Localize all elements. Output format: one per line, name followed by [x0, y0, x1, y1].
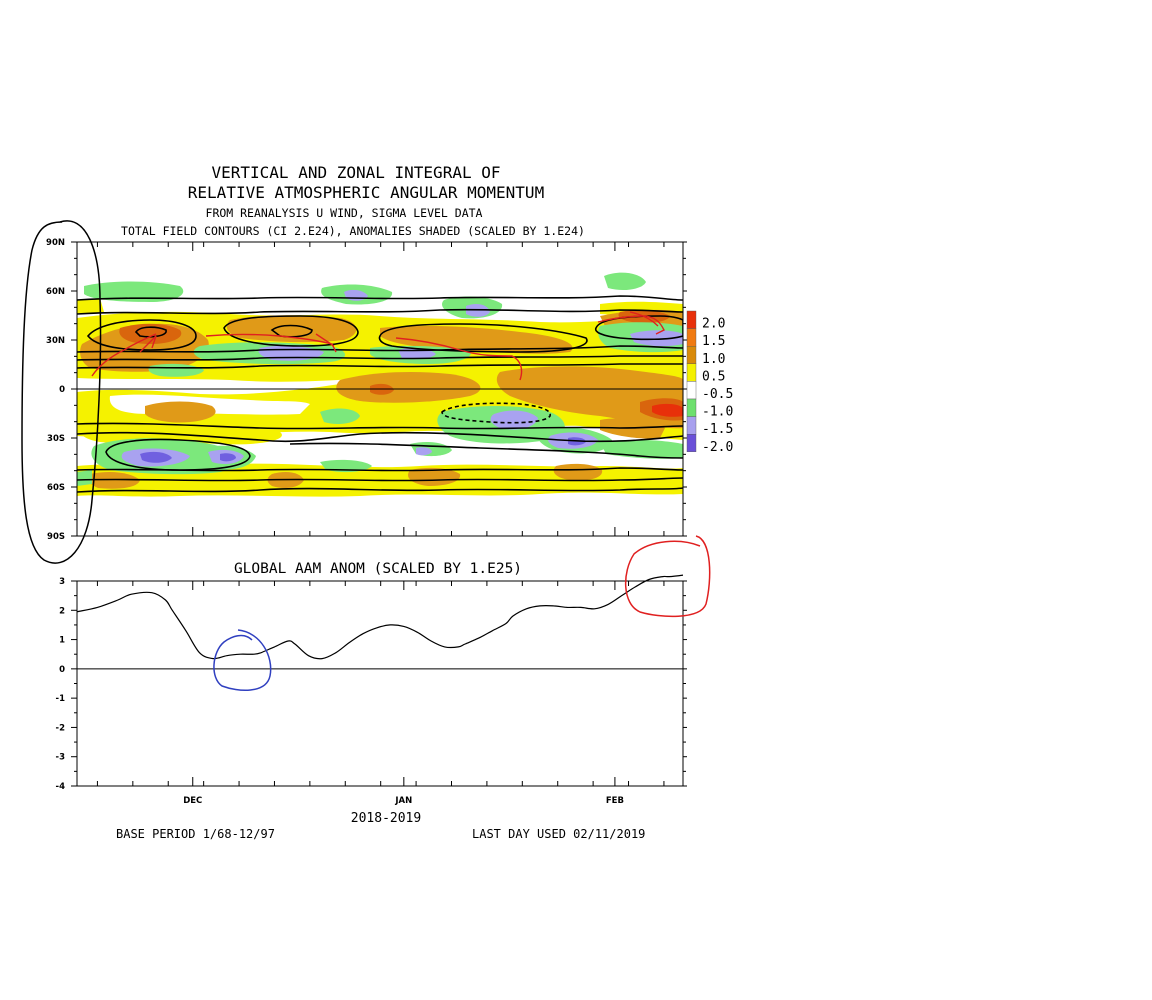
aam-anomaly-series-line: [76, 574, 684, 660]
x-axis-year-label: 2018-2019: [351, 811, 421, 826]
legend-label: -1.0: [702, 405, 733, 420]
hovmoller-panel: 90N 60N 30N 0 30S 60S 90S: [46, 238, 687, 542]
lc-y-tick-label: 2: [59, 606, 65, 616]
legend-label: 1.0: [702, 352, 725, 367]
contour-line: [378, 323, 588, 353]
legend-color-swatch: [686, 328, 697, 347]
last-day-used-label: LAST DAY USED 02/11/2019: [472, 827, 645, 841]
global-aam-line-chart: 3 2 1 0 -1 -2 -3 -4 DEC JAN FEB: [56, 574, 687, 806]
total-field-contours: [77, 295, 683, 493]
hov-y-tick-label: 60S: [47, 483, 65, 493]
colorbar-legend: 2.0 1.5 1.0 0.5 -0.5 -1.0 -1.5 -2.0: [686, 310, 733, 455]
black-hand-drawn-ellipse: [21, 220, 102, 564]
line-chart-axes: 3 2 1 0 -1 -2 -3 -4 DEC JAN FEB: [56, 577, 687, 806]
contour-line: [77, 422, 683, 430]
subtitle-line-2: TOTAL FIELD CONTOURS (CI 2.E24), ANOMALI…: [121, 224, 585, 238]
hand-annotations: [21, 220, 711, 691]
hov-y-tick-label: 30N: [46, 336, 65, 346]
contour-line: [289, 442, 683, 459]
hov-y-tick-label: 60N: [46, 287, 65, 297]
legend-color-swatch: [686, 363, 697, 382]
base-period-label: BASE PERIOD 1/68-12/97: [116, 827, 275, 841]
red-hand-drawn-circle: [624, 535, 711, 618]
contour-line: [77, 487, 683, 493]
subtitle-line-1: FROM REANALYSIS U WIND, SIGMA LEVEL DATA: [206, 206, 483, 220]
lc-y-tick-label: 3: [59, 577, 65, 587]
hov-y-tick-label: 30S: [47, 434, 65, 444]
shade-green: [320, 408, 360, 424]
red-mark: [597, 315, 665, 335]
shade-orange: [496, 366, 683, 429]
shade-green: [604, 272, 646, 290]
legend-color-swatch: [686, 434, 697, 453]
shade-orange: [88, 472, 140, 489]
shade-green: [84, 281, 184, 302]
blue-hand-drawn-circle: [213, 629, 272, 691]
hovmoller-y-axis: 90N 60N 30N 0 30S 60S 90S: [46, 238, 687, 542]
line-chart-frame: [76, 580, 684, 787]
lc-x-tick-label: JAN: [394, 796, 412, 806]
contour-line: [105, 438, 251, 471]
shade-lavender: [630, 330, 683, 347]
hov-y-tick-label: 90S: [47, 532, 65, 542]
lc-y-tick-label: -1: [56, 694, 66, 704]
legend-color-swatch: [686, 398, 697, 417]
shade-lavender: [490, 410, 538, 430]
lc-x-tick-label: FEB: [606, 796, 624, 806]
line-chart-title: GLOBAL AAM ANOM (SCALED BY 1.E25): [234, 561, 522, 577]
contour-line: [77, 431, 683, 443]
legend-color-swatch: [686, 416, 697, 435]
shade-orange: [336, 372, 481, 403]
legend-color-swatch: [686, 310, 697, 329]
shade-red: [652, 403, 683, 417]
red-mark: [139, 335, 157, 353]
legend-color-swatch: [686, 346, 697, 365]
contour-line: [77, 363, 683, 369]
contour-line: [77, 345, 683, 353]
contour-line: [77, 477, 683, 482]
red-mark: [395, 337, 523, 381]
shade-yellow: [77, 298, 104, 314]
title-line-2: RELATIVE ATMOSPHERIC ANGULAR MOMENTUM: [188, 183, 544, 202]
legend-color-swatch: [686, 381, 697, 400]
contour-line: [441, 402, 551, 424]
red-mark: [315, 333, 335, 347]
shade-purple: [220, 453, 236, 462]
legend-label: 2.0: [702, 317, 725, 332]
contour-line: [223, 315, 359, 347]
legend-label: -0.5: [702, 387, 733, 402]
contour-line: [77, 308, 683, 315]
legend-label: 0.5: [702, 369, 725, 384]
anomaly-shading: [77, 272, 683, 497]
shade-lavender: [416, 447, 432, 456]
red-hand-drawn-marks: [91, 311, 665, 381]
shade-green: [77, 470, 92, 486]
contour-line: [86, 319, 197, 351]
red-mark: [629, 311, 659, 327]
legend-label: -2.0: [702, 440, 733, 455]
shade-purple: [140, 451, 172, 463]
shade-orange: [145, 401, 216, 423]
title-line-1: VERTICAL AND ZONAL INTEGRAL OF: [212, 163, 501, 182]
lc-y-tick-label: 0: [59, 665, 65, 675]
lc-y-tick-label: -4: [56, 782, 66, 792]
lc-y-tick-label: -3: [56, 753, 66, 763]
red-mark: [91, 333, 157, 377]
hov-y-tick-label: 0: [59, 385, 65, 395]
shade-dark-orange: [119, 323, 182, 344]
lc-y-tick-label: 1: [59, 636, 65, 646]
lc-x-tick-label: DEC: [183, 796, 202, 806]
contour-line: [134, 326, 167, 338]
legend-label: 1.5: [702, 334, 725, 349]
contour-line: [77, 295, 683, 301]
shade-orange: [553, 463, 603, 481]
shade-orange: [408, 467, 461, 486]
contour-line: [77, 355, 683, 361]
lc-y-tick-label: -2: [56, 723, 66, 733]
hovmoller-x-ticks: [96, 242, 665, 536]
red-mark: [205, 333, 337, 353]
legend-label: -1.5: [702, 422, 733, 437]
hov-y-tick-label: 90N: [46, 238, 65, 248]
